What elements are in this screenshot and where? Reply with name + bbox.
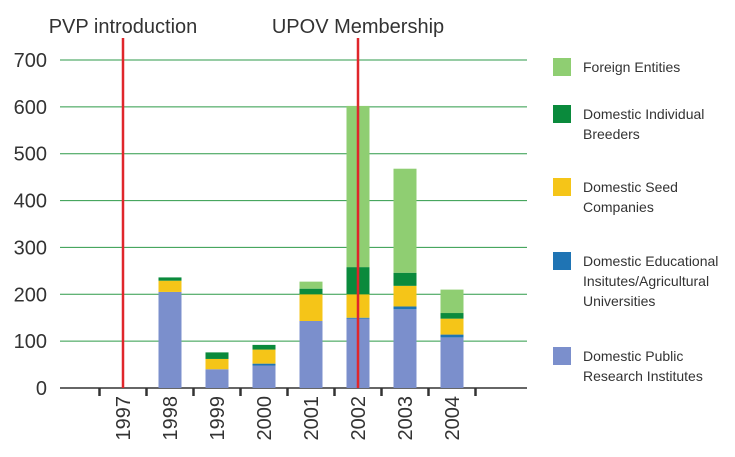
bar-segment: [393, 272, 417, 286]
bar-segment: [299, 288, 323, 295]
bar-segment: [393, 309, 417, 388]
x-tick-label: 2004: [442, 396, 464, 441]
x-tick-label: 2000: [254, 396, 276, 441]
bar-segment: [440, 337, 464, 388]
y-tick-label: 700: [14, 50, 47, 72]
legend-item: Domestic Educational Insitutes/Agricultu…: [553, 252, 733, 311]
legend-item: Domestic Seed Companies: [553, 178, 733, 217]
x-tick-label: 2002: [348, 396, 370, 441]
bar-segment: [158, 277, 182, 281]
y-tick-label: 400: [14, 191, 47, 213]
legend-swatch: [553, 252, 571, 270]
bar-segment: [252, 349, 276, 364]
legend-swatch: [553, 58, 571, 76]
bar-segment: [299, 320, 323, 388]
bar-segment: [440, 318, 464, 335]
bar-segment: [252, 344, 276, 350]
bar-segment: [205, 369, 229, 388]
y-tick-label: 100: [14, 331, 47, 353]
x-tick-label: 2003: [395, 396, 417, 441]
legend-item: Foreign Entities: [553, 58, 733, 77]
x-tick-label: 1998: [160, 396, 182, 441]
bar-segment: [393, 285, 417, 307]
bar-segment: [393, 306, 417, 310]
bar-segment: [440, 313, 464, 319]
annotation-label: UPOV Membership: [272, 16, 444, 38]
x-tick-label: 1997: [113, 396, 135, 441]
bar-segment: [252, 365, 276, 388]
bar-segment: [393, 168, 417, 273]
legend-swatch: [553, 178, 571, 196]
y-tick-label: 600: [14, 97, 47, 119]
x-tick-label: 1999: [207, 396, 229, 441]
y-tick-label: 300: [14, 237, 47, 259]
x-tick-label: 2001: [301, 396, 323, 441]
bar-segment: [158, 291, 182, 388]
y-tick-label: 0: [36, 378, 47, 400]
legend-label: Domestic Educational Insitutes/Agricultu…: [583, 253, 719, 309]
bar-segment: [299, 281, 323, 289]
legend-label: Foreign Entities: [583, 59, 681, 75]
bar-segment: [205, 352, 229, 359]
annotation-label: PVP introduction: [49, 16, 198, 38]
bar-segment: [205, 358, 229, 370]
legend-item: Domestic Individual Breeders: [553, 105, 733, 144]
legend-label: Domestic Public Research Institutes: [583, 348, 703, 384]
y-tick-label: 200: [14, 284, 47, 306]
bar-segment: [440, 334, 464, 338]
bar-segment: [299, 294, 323, 321]
bar-segment: [440, 289, 464, 314]
bar-segment: [158, 280, 182, 292]
legend-label: Domestic Individual Breeders: [583, 106, 705, 142]
y-tick-label: 500: [14, 144, 47, 166]
legend-item: Domestic Public Research Institutes: [553, 347, 733, 386]
bar-segment: [252, 363, 276, 366]
legend-swatch: [553, 347, 571, 365]
legend-label: Domestic Seed Companies: [583, 179, 678, 215]
legend-swatch: [553, 105, 571, 123]
